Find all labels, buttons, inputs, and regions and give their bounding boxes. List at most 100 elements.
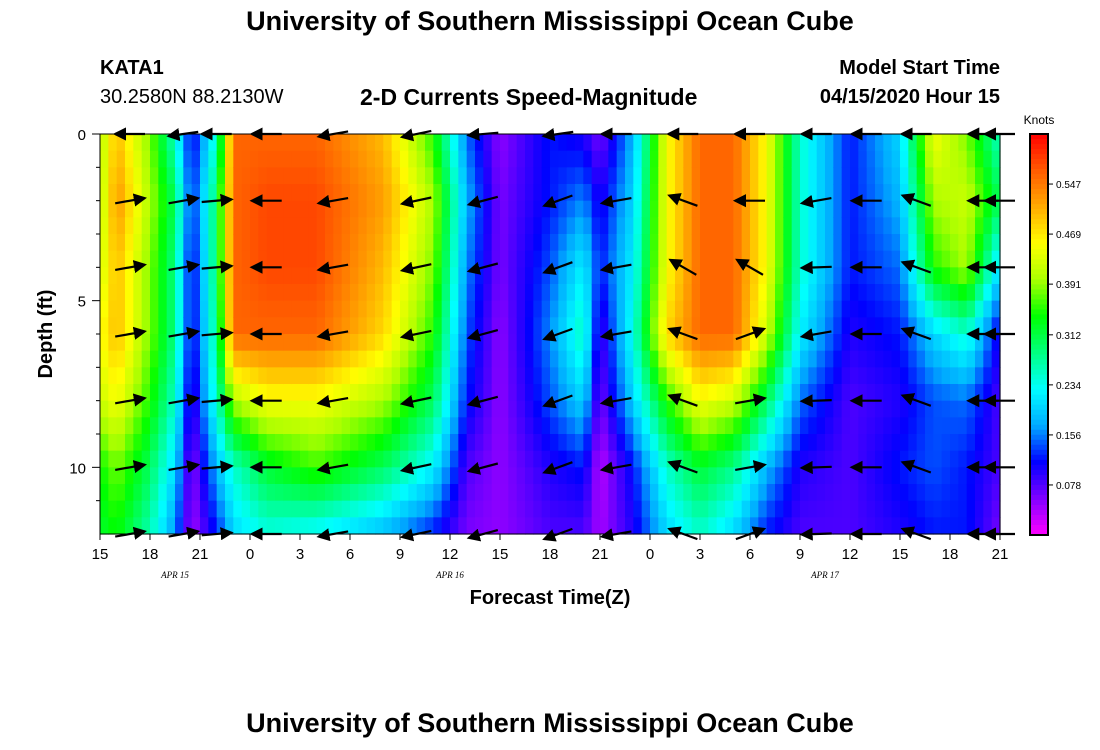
heatmap-cell [791, 484, 801, 502]
heatmap-cell [225, 134, 234, 152]
heatmap-cell [850, 284, 859, 302]
heatmap-cell [650, 384, 659, 402]
heatmap-cell [366, 484, 376, 502]
heatmap-cell [683, 367, 693, 385]
heatmap-cell [391, 284, 401, 302]
heatmap-cell [391, 517, 401, 535]
heatmap-cell [933, 317, 943, 335]
heatmap-cell [608, 334, 618, 352]
heatmap-cell [408, 167, 418, 185]
heatmap-cell [933, 150, 943, 168]
heatmap-cell [425, 350, 434, 368]
heatmap-cell [375, 250, 384, 268]
heatmap-cell [500, 450, 509, 468]
heatmap-cell [383, 167, 393, 185]
heatmap-cell [366, 167, 376, 185]
current-vector [542, 461, 573, 475]
heatmap-cell [383, 334, 393, 352]
heatmap-cell [316, 184, 326, 202]
heatmap-cell [575, 384, 584, 402]
heatmap-cell [283, 267, 293, 285]
heatmap-cell [100, 250, 109, 268]
heatmap-cell [591, 334, 601, 352]
heatmap-cell [958, 300, 968, 318]
heatmap-cell [775, 384, 784, 402]
heatmap-cell [141, 517, 151, 535]
heatmap-cell [433, 384, 443, 402]
heatmap-cell [508, 134, 518, 152]
heatmap-cell [741, 217, 751, 235]
heatmap-cell [566, 417, 576, 435]
heatmap-cell [950, 467, 959, 485]
heatmap-cell [708, 300, 718, 318]
heatmap-cell [766, 300, 776, 318]
heatmap-cell [383, 184, 393, 202]
heatmap-cell [275, 384, 284, 402]
heatmap-cell [983, 267, 993, 285]
heatmap-cell [175, 517, 184, 535]
colorbar-segment [1030, 429, 1048, 436]
heatmap-cell [391, 484, 401, 502]
heatmap-cell [333, 317, 343, 335]
heatmap-cell [508, 234, 518, 252]
heatmap-cell [241, 267, 251, 285]
heatmap-cell [291, 334, 301, 352]
heatmap-cell [325, 234, 334, 252]
heatmap-cell [866, 167, 876, 185]
heatmap-cell [991, 500, 1001, 518]
heatmap-cell [791, 400, 801, 418]
heatmap-cell [758, 267, 768, 285]
heatmap-cell [541, 417, 551, 435]
heatmap-cell [625, 400, 634, 418]
heatmap-cell [208, 367, 218, 385]
x-tick-label: 21 [992, 546, 1009, 563]
heatmap-cell [333, 250, 343, 268]
heatmap-cell [750, 400, 759, 418]
heatmap-cell [500, 300, 509, 318]
heatmap-cell [325, 384, 334, 402]
heatmap-cell [566, 234, 576, 252]
heatmap-cell [266, 250, 276, 268]
heatmap-cell [275, 500, 284, 518]
heatmap-cell [991, 517, 1001, 535]
heatmap-cell [983, 350, 993, 368]
heatmap-cell [366, 267, 376, 285]
heatmap-cell [200, 150, 209, 168]
heatmap-cell [983, 150, 993, 168]
heatmap-cell [350, 400, 359, 418]
heatmap-cell [333, 150, 343, 168]
heatmap-cell [966, 184, 976, 202]
heatmap-cell [733, 184, 743, 202]
heatmap-cell [658, 417, 668, 435]
heatmap-cell [700, 234, 709, 252]
heatmap-cell [808, 317, 818, 335]
heatmap-cell [766, 434, 776, 452]
heatmap-cell [933, 334, 943, 352]
heatmap-cell [258, 184, 268, 202]
heatmap-cell [508, 467, 518, 485]
heatmap-cell [700, 200, 709, 218]
heatmap-cell [316, 200, 326, 218]
heatmap-cell [666, 434, 676, 452]
current-vectors [112, 127, 1015, 542]
heatmap-cell [883, 250, 893, 268]
heatmap-cell [875, 217, 884, 235]
heatmap-cell [100, 284, 109, 302]
heatmap-cell [325, 200, 334, 218]
heatmap-cell [150, 250, 159, 268]
heatmap-cell [108, 200, 118, 218]
heatmap-cell [358, 350, 368, 368]
heatmap-cell [441, 417, 451, 435]
heatmap-cell [183, 150, 193, 168]
heatmap-cell [158, 234, 168, 252]
heatmap-cell [750, 517, 759, 535]
heatmap-cell [316, 350, 326, 368]
heatmap-cell [533, 234, 543, 252]
heatmap-cell [575, 350, 584, 368]
heatmap-cell [658, 284, 668, 302]
heatmap-cell [425, 384, 434, 402]
heatmap-cell [741, 417, 751, 435]
heatmap-cell [366, 250, 376, 268]
heatmap-cell [941, 317, 951, 335]
heatmap-cell [241, 484, 251, 502]
